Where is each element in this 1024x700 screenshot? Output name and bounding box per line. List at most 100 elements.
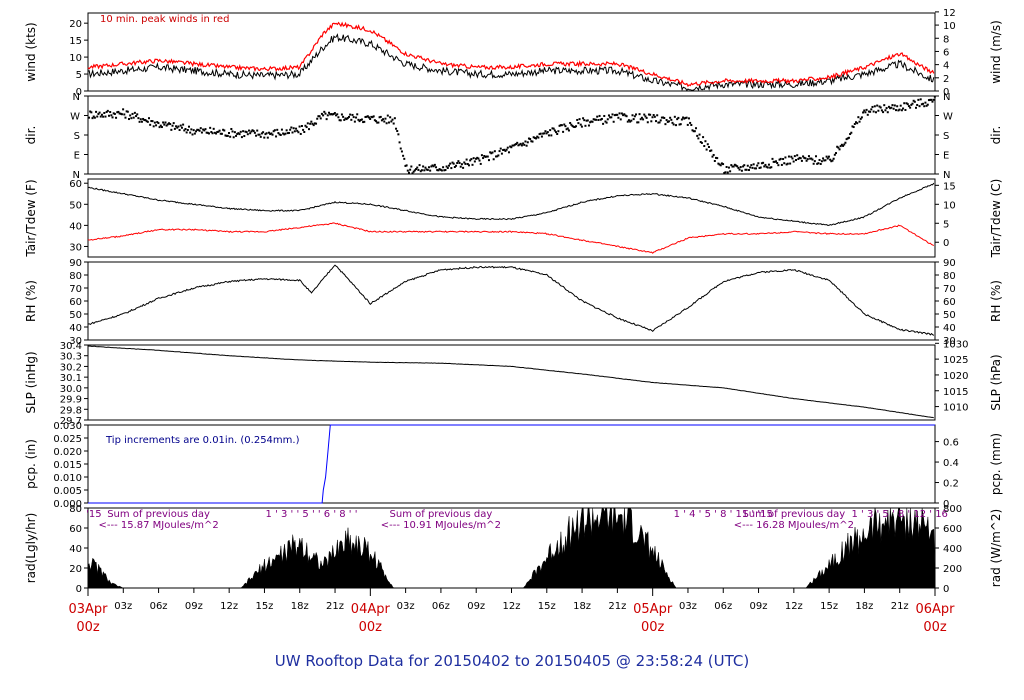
dir-point <box>311 122 314 125</box>
x-tick-label: 06z <box>432 601 450 612</box>
dir-point <box>509 145 512 148</box>
x-tick-label: 21z <box>326 601 344 612</box>
dir-point <box>346 117 349 120</box>
dir-point <box>803 156 806 159</box>
dir-point <box>511 144 514 147</box>
dir-point <box>423 169 426 172</box>
rad-hour-label: 1 ' 3 ' ' 5 ' ' 6 ' 8 ' ' <box>266 509 358 520</box>
y-tick-label-right: 40 <box>943 323 956 334</box>
dir-point <box>422 165 425 168</box>
dir-point <box>372 115 375 118</box>
y-tick-label: 29.7 <box>60 416 82 427</box>
dir-point <box>555 131 558 134</box>
dir-point <box>896 105 899 108</box>
dir-point <box>191 133 194 136</box>
dir-point <box>636 121 639 124</box>
dir-point <box>885 107 888 110</box>
dir-point <box>656 114 659 117</box>
dir-point <box>159 124 162 127</box>
dir-point <box>579 123 582 126</box>
dir-point <box>363 120 366 123</box>
dir-point <box>178 129 181 132</box>
y-tick-label: 0.000 <box>53 499 82 510</box>
dir-point <box>715 156 718 159</box>
dir-point <box>247 129 250 132</box>
dir-point <box>339 119 342 122</box>
dir-point <box>787 155 790 158</box>
dir-point <box>277 132 280 135</box>
dir-point <box>309 122 312 125</box>
dir-point <box>556 133 559 136</box>
dir-point <box>830 160 833 163</box>
dir-point <box>97 112 100 115</box>
dir-point <box>483 154 486 157</box>
dir-point <box>286 132 289 135</box>
dir-point <box>200 131 203 134</box>
y-tick-label: 5 <box>76 70 82 81</box>
dir-point <box>484 155 487 158</box>
dir-point <box>203 129 206 132</box>
dir-point <box>146 120 149 123</box>
dir-point <box>745 168 748 171</box>
dir-point <box>360 118 363 121</box>
dir-point <box>107 114 110 117</box>
dir-point <box>297 131 300 134</box>
y-tick-label: 0.025 <box>53 434 82 445</box>
dir-point <box>609 116 612 119</box>
dir-point <box>630 119 633 122</box>
dir-point <box>364 116 367 119</box>
x-tick-label: 12z <box>785 601 803 612</box>
dir-point <box>615 113 618 116</box>
dir-point <box>382 118 385 121</box>
dir-point <box>807 155 810 158</box>
dir-point <box>557 130 560 133</box>
rad-sum-line2: <--- 10.91 MJoules/m^2 <box>381 520 501 531</box>
dir-point <box>445 165 448 168</box>
dir-point <box>427 166 430 169</box>
x-tick-label: 21z <box>608 601 626 612</box>
dir-point <box>430 165 433 168</box>
dir-point <box>736 165 739 168</box>
dir-point <box>819 162 822 165</box>
dir-point <box>432 165 435 168</box>
dir-point <box>726 171 729 174</box>
dir-point <box>136 113 139 116</box>
dir-point <box>98 111 101 114</box>
dir-point <box>903 102 906 105</box>
dir-point <box>786 162 789 165</box>
dir-point <box>189 131 192 134</box>
dir-point <box>864 111 867 114</box>
dir-point <box>322 114 325 117</box>
dir-point <box>677 116 680 119</box>
dir-point <box>870 108 873 111</box>
dir-point <box>678 123 681 126</box>
dir-point <box>764 163 767 166</box>
dir-point <box>138 120 141 123</box>
y-tick-label: 80 <box>69 504 82 515</box>
dir-point <box>585 119 588 122</box>
dir-point <box>789 162 792 165</box>
dir-point <box>385 122 388 125</box>
dir-point <box>442 166 445 169</box>
dir-point <box>240 136 243 139</box>
dir-point <box>725 165 728 168</box>
dir-point <box>99 115 102 118</box>
y-tick-label-right: N <box>943 92 950 103</box>
y-tick-label-right: 2 <box>943 74 949 85</box>
dir-point <box>219 132 222 135</box>
dir-point <box>587 124 590 127</box>
dir-point <box>517 144 520 147</box>
rad-sum-line2: <--- 16.28 MJoules/m^2 <box>734 520 854 531</box>
dir-point <box>627 119 630 122</box>
dir-point <box>451 161 454 164</box>
panel-dir: dir. dir.N NE ES SW WN N <box>24 92 1003 181</box>
dir-point <box>887 105 890 108</box>
dir-point <box>544 130 547 133</box>
dir-point <box>192 129 195 132</box>
dir-point <box>443 169 446 172</box>
panel-frame <box>87 344 936 421</box>
dir-point <box>152 125 155 128</box>
dir-point <box>612 120 615 123</box>
y-tick-label: 60 <box>69 297 82 308</box>
dir-point <box>691 129 694 132</box>
